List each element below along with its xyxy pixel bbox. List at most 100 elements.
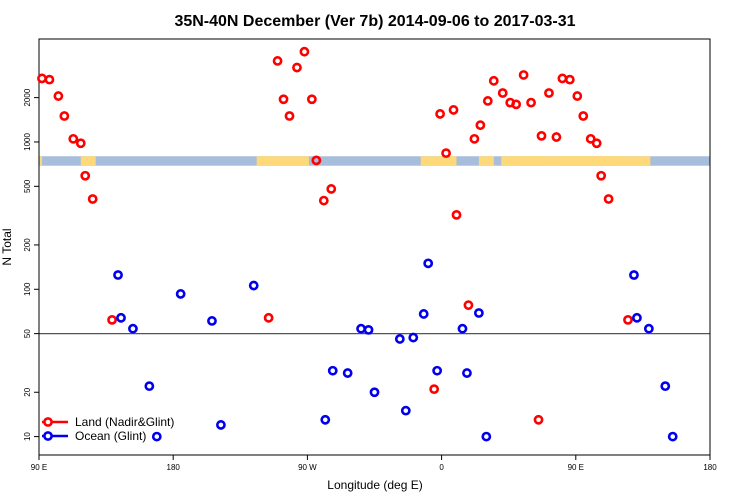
ocean-point (457, 323, 468, 334)
ocean-point (116, 312, 126, 323)
ocean-point (400, 405, 411, 416)
ocean-point (408, 332, 419, 343)
land-point (511, 99, 522, 110)
band-land (80, 156, 96, 166)
land-point (318, 195, 329, 206)
land-point (107, 314, 117, 325)
ocean-point (418, 309, 429, 319)
land-point (448, 105, 459, 115)
land-point (463, 300, 474, 311)
land-point (263, 312, 274, 323)
ocean-point (423, 258, 434, 269)
land-point (284, 111, 295, 121)
land-point (557, 73, 568, 84)
plot-frame (38, 38, 711, 456)
band-land (256, 156, 309, 166)
ocean-point (207, 316, 217, 326)
land-point (272, 56, 283, 66)
y-tick-label: 500 (23, 179, 32, 193)
ocean-point (327, 365, 338, 376)
x-axis: 90 E 180 90 W 0 90 E 180 (31, 455, 717, 472)
land-point (533, 414, 544, 425)
land-point (518, 70, 529, 80)
x-tick-label: 0 (439, 463, 444, 472)
legend-label: Ocean (Glint) (75, 429, 146, 443)
land-point (544, 88, 554, 98)
land-point (299, 46, 310, 57)
band-land (39, 156, 42, 166)
land-point (596, 170, 607, 181)
band-land (478, 156, 494, 166)
y-axis: 10 20 50 100 200 500 1000 2000 (23, 88, 39, 441)
ocean-point (667, 431, 678, 442)
land-point (306, 94, 317, 105)
ocean-point (175, 289, 186, 299)
y-tick-label: 200 (23, 238, 32, 252)
ocean-point (473, 308, 484, 318)
ocean-point (369, 387, 380, 398)
x-tick-label: 180 (703, 463, 717, 472)
land-point (75, 138, 86, 149)
land-point (451, 209, 462, 220)
ocean-point (462, 368, 472, 378)
land-point (475, 120, 486, 131)
land-point (536, 130, 547, 141)
land-point (488, 75, 499, 86)
y-axis-label: N Total (0, 228, 14, 265)
legend-marker (43, 417, 53, 427)
land-point (551, 132, 562, 142)
y-tick-label: 10 (23, 432, 32, 441)
y-tick-label: 50 (23, 329, 32, 338)
surface-band (39, 156, 710, 166)
land-point (53, 91, 64, 101)
y-tick-label: 2000 (23, 88, 32, 106)
data-points (37, 46, 678, 442)
ocean-point (113, 270, 123, 280)
land-point (497, 88, 508, 98)
land-point (68, 133, 79, 144)
ocean-point (128, 323, 138, 334)
land-point (603, 194, 614, 204)
land-point (44, 74, 55, 85)
land-point (80, 170, 91, 181)
land-point (526, 97, 536, 108)
land-point (429, 384, 440, 395)
ocean-point (144, 381, 155, 392)
band-land (420, 156, 457, 166)
land-point (292, 62, 302, 73)
land-point (578, 111, 589, 121)
band-ocean (39, 156, 710, 166)
legend-marker (43, 431, 53, 441)
land-point (441, 148, 451, 159)
ocean-point (248, 280, 259, 291)
ocean-point (629, 270, 639, 280)
ocean-point (394, 334, 405, 344)
land-point (37, 73, 47, 84)
x-tick-label: 90 E (31, 463, 47, 472)
ocean-point (643, 323, 654, 334)
band-land (516, 156, 651, 166)
land-point (623, 314, 633, 325)
ocean-point (216, 420, 226, 430)
land-point (278, 94, 289, 105)
y-tick-label: 1000 (23, 133, 32, 151)
land-point (591, 138, 602, 149)
land-point (572, 91, 583, 101)
ocean-point (632, 312, 642, 323)
land-point (585, 133, 596, 144)
land-point (469, 133, 480, 144)
land-point (435, 109, 446, 119)
ocean-point (481, 431, 492, 442)
ocean-point (151, 431, 162, 442)
ocean-point (363, 324, 374, 335)
land-point (564, 74, 575, 85)
land-point (87, 194, 98, 204)
land-point (482, 96, 493, 106)
x-tick-label: 90 E (568, 463, 584, 472)
ocean-point (660, 381, 671, 392)
ocean-point (356, 323, 366, 334)
chart-title: 35N-40N December (Ver 7b) 2014-09-06 to … (174, 13, 575, 30)
x-axis-label: Longitude (deg E) (327, 478, 422, 492)
land-point (311, 155, 322, 166)
